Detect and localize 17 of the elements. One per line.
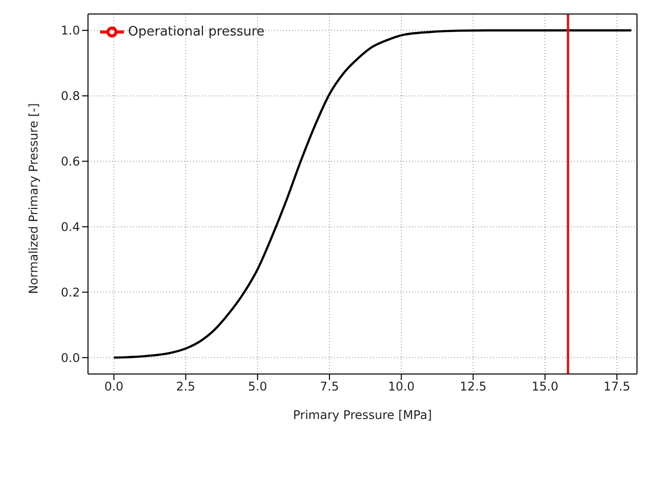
y-tick-label: 0.4: [60, 220, 80, 234]
x-tick-label: 2.5: [176, 380, 196, 394]
x-tick-label: 17.5: [604, 380, 630, 394]
y-tick-label: 0.8: [60, 89, 80, 104]
x-tick-label: 15.0: [532, 380, 558, 394]
y-tick-label: 0.2: [60, 285, 80, 300]
y-tick-label: 0.0: [60, 350, 80, 365]
x-axis-title: Primary Pressure [MPa]: [292, 408, 432, 422]
x-tick-label: 5.0: [248, 380, 268, 394]
y-tick-label: 0.6: [60, 154, 80, 169]
legend-label: Operational pressure: [128, 24, 265, 40]
x-tick-label: 10.0: [388, 380, 415, 394]
y-tick-label: 1.0: [60, 24, 80, 38]
x-tick-label: 0.0: [104, 380, 124, 394]
x-tick-label: 12.5: [460, 380, 487, 394]
y-axis-title: Normalized Primary Pressure [-]: [26, 103, 40, 294]
x-tick-label: 7.5: [320, 380, 339, 394]
